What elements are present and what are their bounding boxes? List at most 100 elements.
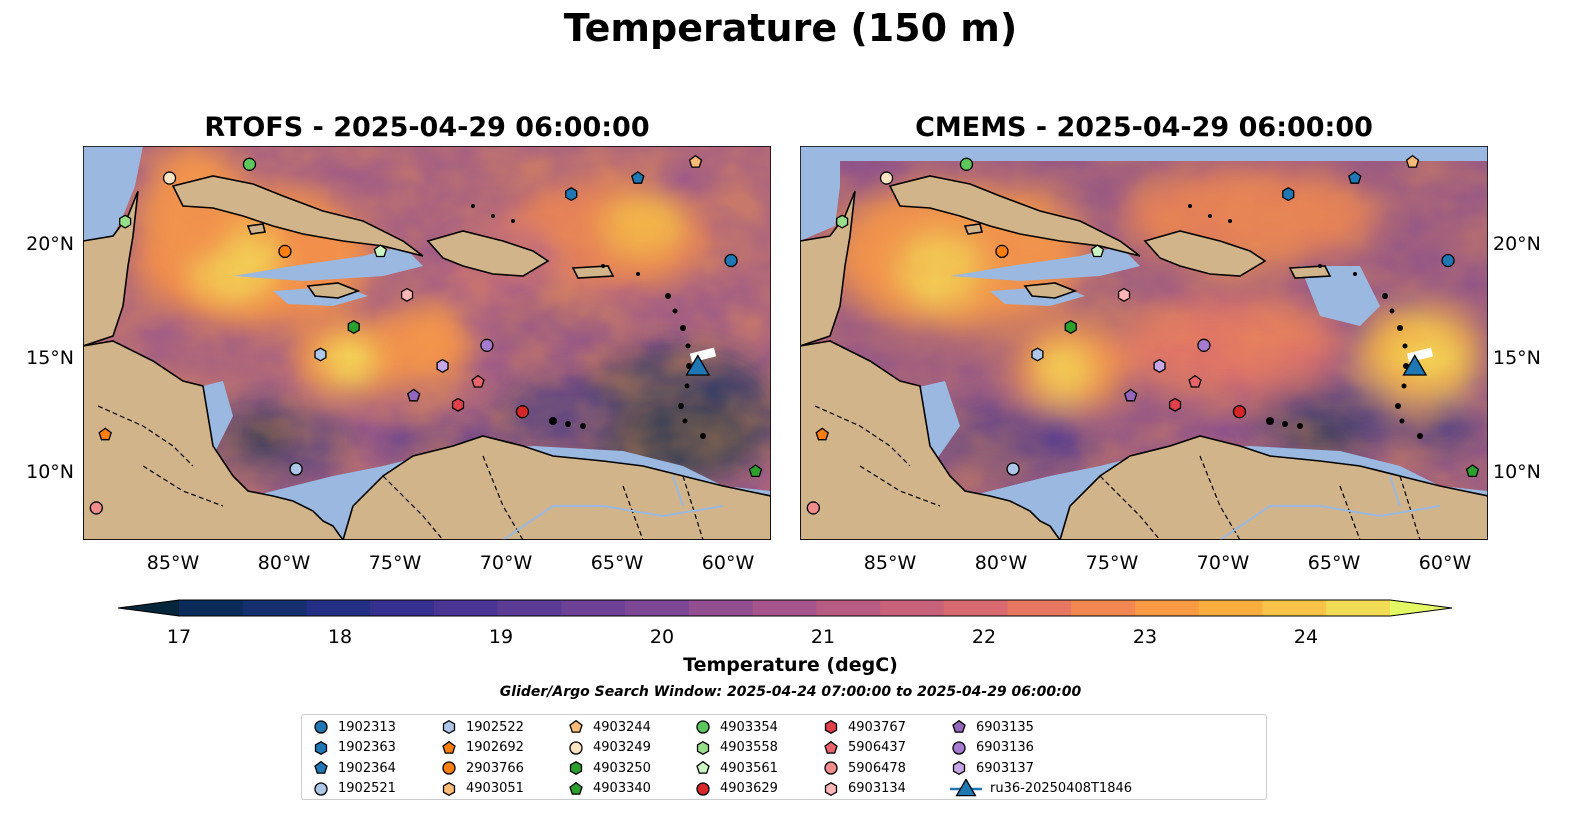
float-marker-1902363[interactable] xyxy=(565,187,578,202)
legend-label: 1902521 xyxy=(338,781,396,796)
float-marker-2903766[interactable] xyxy=(278,244,292,259)
landmass xyxy=(800,175,1488,540)
legend-item-4903561: 4903561 xyxy=(694,758,822,778)
float-marker-4903244[interactable] xyxy=(688,154,703,168)
country-borders xyxy=(97,405,704,540)
float-marker-4903561[interactable] xyxy=(373,244,388,258)
float-marker-4903767[interactable] xyxy=(1168,397,1182,412)
float-marker-6903134[interactable] xyxy=(1117,287,1131,302)
lesser-antilles xyxy=(471,204,706,439)
cmems-map[interactable] xyxy=(800,146,1488,540)
search-window-caption: Glider/Argo Search Window: 2025-04-24 07… xyxy=(499,684,1082,700)
legend-label: 4903249 xyxy=(593,740,651,755)
legend-circle-icon xyxy=(569,740,583,755)
legend-item-6903135: 6903135 xyxy=(950,717,1074,737)
float-marker-1902522[interactable] xyxy=(1031,347,1044,362)
legend-hexagon-icon xyxy=(442,781,456,796)
legend-label: 6903136 xyxy=(976,740,1034,755)
legend-label: 6903134 xyxy=(848,781,906,796)
legend: 1902313 1902363 1902364 1902521 1902522 19026… xyxy=(301,714,1267,800)
legend-triangle-icon xyxy=(950,778,982,796)
float-marker-6903134[interactable] xyxy=(400,287,414,302)
lat-label-20n-left: 20°N xyxy=(26,233,74,255)
lon-label-70w-left: 70°W xyxy=(479,552,533,574)
legend-item-1902313: 1902313 xyxy=(312,717,440,737)
legend-label: 1902364 xyxy=(338,760,396,776)
float-marker-4903250[interactable] xyxy=(1064,319,1077,335)
float-marker-6903135[interactable] xyxy=(406,388,421,402)
float-marker-4903629[interactable] xyxy=(1232,405,1247,419)
float-marker-5906478[interactable] xyxy=(806,501,820,515)
legend-item-6903137: 6903137 xyxy=(950,758,1074,778)
colorbar-segment xyxy=(625,600,690,616)
legend-pentagon-icon xyxy=(569,719,583,733)
float-marker-4903249[interactable] xyxy=(879,171,894,185)
legend-hexagon-icon xyxy=(824,719,838,735)
float-marker-6903136[interactable] xyxy=(480,338,494,352)
float-marker-4903340[interactable] xyxy=(748,464,763,478)
float-marker-1902313[interactable] xyxy=(724,253,738,268)
float-marker-4903249[interactable] xyxy=(162,171,177,185)
float-marker-5906478[interactable] xyxy=(89,501,103,515)
colorbar-segment xyxy=(1326,600,1391,616)
float-marker-4903354[interactable] xyxy=(242,157,257,171)
lon-label-75w-right: 75°W xyxy=(1085,552,1139,574)
float-marker-1902692[interactable] xyxy=(815,427,829,441)
float-marker-6903136[interactable] xyxy=(1197,338,1211,352)
legend-item-6903134: 6903134 xyxy=(822,779,950,799)
float-marker-5906437[interactable] xyxy=(1188,374,1202,388)
colorbar-segment xyxy=(688,600,754,616)
legend-circle-icon xyxy=(824,761,838,775)
float-markers xyxy=(806,154,1480,515)
colorbar-segment xyxy=(306,600,371,616)
float-marker-1902363[interactable] xyxy=(1282,187,1295,202)
float-marker-4903250[interactable] xyxy=(347,319,360,335)
lat-label-15n-left: 15°N xyxy=(26,347,74,369)
float-marker-4903629[interactable] xyxy=(515,405,530,419)
legend-pentagon-icon xyxy=(569,781,583,795)
legend-item-4903354: 4903354 xyxy=(694,717,822,737)
colorbar-segment xyxy=(1135,600,1200,616)
float-marker-6903137[interactable] xyxy=(1153,358,1166,373)
legend-label: 1902522 xyxy=(466,719,524,735)
float-marker-6903137[interactable] xyxy=(436,358,449,373)
lat-label-15n-right: 15°N xyxy=(1493,347,1541,369)
float-marker-4903340[interactable] xyxy=(1465,464,1480,478)
float-marker-6903135[interactable] xyxy=(1123,388,1138,402)
rtofs-map[interactable] xyxy=(83,146,771,540)
float-marker-1902364[interactable] xyxy=(1348,171,1362,184)
glider-marker[interactable] xyxy=(685,354,711,376)
float-marker-4903558[interactable] xyxy=(119,214,132,229)
lon-label-70w-right: 70°W xyxy=(1196,552,1250,574)
legend-circle-icon xyxy=(696,781,710,796)
legend-item-4903051: 4903051 xyxy=(440,779,567,799)
float-marker-4903244[interactable] xyxy=(1405,154,1420,168)
legend-pentagon-icon xyxy=(824,740,838,754)
legend-label: ru36-20250408T1846 xyxy=(990,781,1133,796)
float-marker-1902313[interactable] xyxy=(1441,253,1455,268)
float-marker-1902521[interactable] xyxy=(1006,462,1020,476)
legend-item-4903250: 4903250 xyxy=(567,758,694,778)
float-marker-4903354[interactable] xyxy=(959,157,974,171)
float-marker-1902521[interactable] xyxy=(289,462,303,476)
colorbar-outline xyxy=(118,599,1452,617)
no-data-strip xyxy=(840,146,1488,161)
float-marker-1902692[interactable] xyxy=(98,427,112,441)
legend-label: 1902313 xyxy=(338,719,396,735)
glider-marker[interactable] xyxy=(1402,354,1428,376)
float-marker-4903561[interactable] xyxy=(1090,244,1105,258)
lon-label-60w-right: 60°W xyxy=(1418,552,1472,574)
cmems-panel-title: CMEMS - 2025-04-29 06:00:00 xyxy=(915,112,1373,143)
legend-label: 4903558 xyxy=(720,740,778,755)
float-marker-4903558[interactable] xyxy=(836,214,849,229)
legend-item-1902363: 1902363 xyxy=(312,738,440,758)
float-marker-5906437[interactable] xyxy=(471,374,485,388)
legend-label: 4903561 xyxy=(720,760,778,776)
legend-label: 5906478 xyxy=(848,760,906,776)
float-marker-1902364[interactable] xyxy=(631,171,645,184)
float-marker-4903767[interactable] xyxy=(451,397,465,412)
float-marker-2903766[interactable] xyxy=(995,244,1009,259)
legend-item-1902521: 1902521 xyxy=(312,779,440,799)
legend-label: 4903051 xyxy=(466,781,524,796)
float-marker-1902522[interactable] xyxy=(314,347,327,362)
